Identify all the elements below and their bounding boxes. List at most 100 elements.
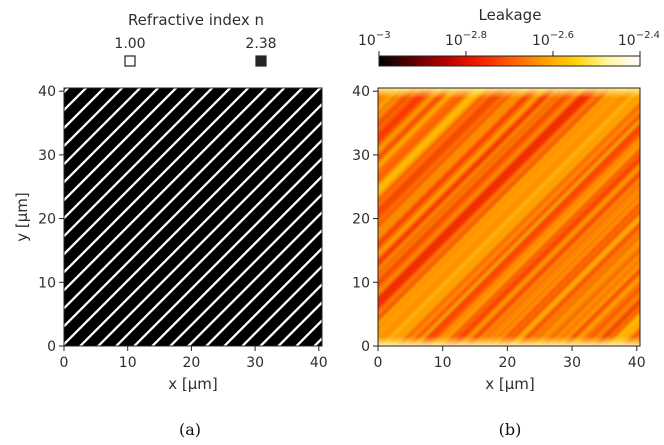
panel-b-xtick-label-10: 10 [434,355,452,371]
leakage-band [471,177,640,346]
panel-a-frame [63,87,323,347]
grating-stripe [132,156,322,346]
leakage-band [526,232,640,346]
leakage-band [378,88,505,215]
panel-a-xlabel: x [µm] [168,375,218,393]
leakage-band [652,78,664,356]
leakage-band [459,165,640,346]
leakage-band [385,91,640,346]
leakage-band [576,282,640,346]
grating-stripe [114,138,322,346]
leakage-band [491,197,640,346]
leakage-band [378,88,447,157]
panel-b-ytick-label-30: 30 [352,148,370,164]
leakage-band [581,287,640,346]
leakage-band [560,266,640,346]
grating-background [64,88,322,346]
grating-stripe [64,88,178,202]
leakage-band [413,119,640,346]
leakage-band [378,88,640,346]
panel-a-ytick-label-30: 30 [38,148,56,164]
leakage-colorbar: Leakage 10−3 10−2.8 10−2.6 10−2.4 [358,6,660,67]
panel-a-caption: (a) [179,420,201,439]
panel-b-xtick-label-30: 30 [563,355,581,371]
leakage-band [378,88,625,335]
leakage-band [532,238,640,346]
leakage-band [378,88,546,256]
panel-b-ytick-label-40: 40 [352,84,370,100]
colorbar-ticks: 10−3 10−2.8 10−2.6 10−2.4 [358,30,660,56]
leakage-bands [378,78,664,356]
leakage-band [640,78,664,356]
panel-a-ytick-label-40: 40 [38,84,56,100]
refractive-index-legend: Refractive index n 1.00 2.38 [114,11,277,67]
grating-stripe [64,88,250,274]
leakage-band [411,117,640,346]
leakage-band [378,88,438,148]
leakage-band [378,88,547,257]
panel-b-frame [377,87,641,347]
leakage-band [378,88,506,216]
leakage-band [378,88,422,132]
leakage-band [405,111,640,346]
grating-stripe [64,88,232,256]
leakage-band [436,142,640,346]
grating-stripes [64,88,322,346]
panel-a-ytick-label-10: 10 [38,275,56,291]
leakage-band [646,78,664,356]
leakage-band [378,88,516,226]
leakage-band [378,88,565,275]
leakage-band [503,209,640,346]
leakage-band [378,88,571,281]
leakage-band [568,274,640,346]
leakage-dark-streak [464,170,640,346]
panel-a: Refractive index n 1.00 2.38 0 10 20 30 40 0 1… [13,11,328,439]
leakage-dark-streak [447,153,640,346]
leakage-band [428,134,640,346]
leakage-band [378,88,562,272]
leakage-band [378,88,440,150]
leakage-band [402,108,640,346]
leakage-band [378,88,537,247]
panel-b-ytick-label-20: 20 [352,212,370,228]
colorbar-tick-label: 10−2.8 [445,30,487,49]
grating-stripe [96,120,322,346]
legend-entry-label-low: 1.00 [114,36,145,52]
leakage-band [586,292,640,346]
leakage-band [555,261,640,346]
panel-a-xtick-label-40: 40 [310,355,328,371]
leakage-band [520,226,640,346]
leakage-band [550,256,640,346]
panel-b-ytick-label-10: 10 [352,275,370,291]
leakage-band [649,78,664,356]
leakage-band [378,88,568,278]
leakage-edge-glow [378,88,640,346]
leakage-band [600,306,640,346]
leakage-top-edge [378,88,640,98]
leakage-band [391,97,640,346]
leakage-band [378,88,550,260]
leakage-band [378,88,594,304]
leakage-band [378,88,560,270]
leakage-band [378,88,461,171]
leakage-band [643,78,664,356]
leakage-band [396,102,640,346]
leakage-band [441,147,640,346]
leakage-band [378,88,522,232]
legend-swatch-low [124,55,136,67]
grating-stripe [64,88,322,346]
leakage-band [637,78,664,356]
panel-b-axes: 0 10 20 30 40 0 10 20 30 40 [352,84,646,371]
leakage-dark-streak [501,207,640,346]
leakage-band [597,303,640,346]
leakage-band [378,88,468,178]
colorbar-title: Leakage [479,6,542,24]
legend-swatch-high [255,55,267,67]
panel-b-xtick-label-40: 40 [628,355,646,371]
grating-stripe [222,246,322,346]
leakage-band [378,88,609,319]
leakage-band [451,157,640,346]
grating-stripe [64,88,286,310]
leakage-band [658,78,664,356]
leakage-band [378,88,615,325]
